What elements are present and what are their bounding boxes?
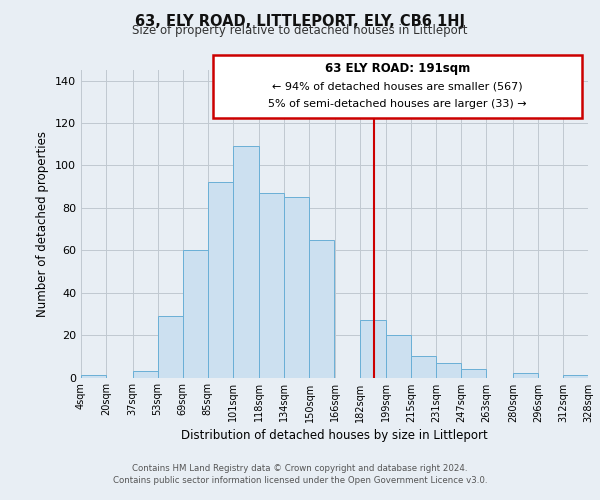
Text: Contains public sector information licensed under the Open Government Licence v3: Contains public sector information licen… [113,476,487,485]
Bar [81,376,106,378]
Bar [411,356,436,378]
Text: 63, ELY ROAD, LITTLEPORT, ELY, CB6 1HJ: 63, ELY ROAD, LITTLEPORT, ELY, CB6 1HJ [135,14,465,29]
X-axis label: Distribution of detached houses by size in Littleport: Distribution of detached houses by size … [181,428,488,442]
Text: 63 ELY ROAD: 191sqm: 63 ELY ROAD: 191sqm [325,62,470,75]
Bar [183,250,208,378]
Text: 5% of semi-detached houses are larger (33) →: 5% of semi-detached houses are larger (3… [268,99,527,109]
Bar [233,146,259,378]
Bar [461,369,486,378]
Y-axis label: Number of detached properties: Number of detached properties [37,130,49,317]
Bar [563,376,588,378]
Bar [259,193,284,378]
Bar [158,316,183,378]
Bar [310,240,335,378]
Bar [133,371,158,378]
Text: Contains HM Land Registry data © Crown copyright and database right 2024.: Contains HM Land Registry data © Crown c… [132,464,468,473]
Bar [208,182,233,378]
Bar [359,320,386,378]
Bar [284,197,310,378]
Bar [386,335,411,378]
Text: Size of property relative to detached houses in Littleport: Size of property relative to detached ho… [132,24,468,37]
Bar [513,374,538,378]
Text: ← 94% of detached houses are smaller (567): ← 94% of detached houses are smaller (56… [272,81,523,91]
Bar [436,362,461,378]
